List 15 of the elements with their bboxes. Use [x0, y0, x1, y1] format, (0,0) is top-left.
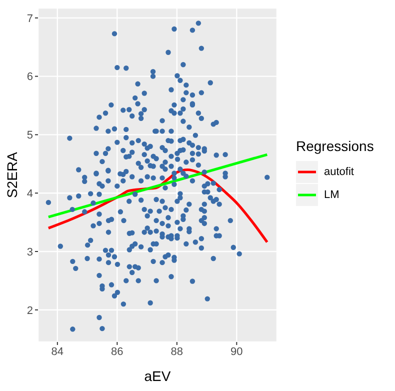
- x-tick-label: 86: [111, 346, 124, 358]
- y-tick-label: 7: [26, 12, 33, 25]
- y-tick-label: 3: [26, 246, 33, 258]
- legend-title: Regressions: [296, 138, 374, 154]
- legend-label: LM: [324, 188, 340, 200]
- y-tick-label: 6: [26, 71, 33, 84]
- y-axis-title: S2ERA: [4, 151, 20, 198]
- x-tick-label: 84: [51, 346, 64, 358]
- x-tick-label: 88: [170, 346, 184, 358]
- x-axis-title: aEV: [144, 368, 172, 384]
- x-tick-label: 90: [230, 346, 243, 358]
- y-tick-label: 5: [26, 130, 33, 142]
- legend-label: autofit: [324, 166, 354, 178]
- y-tick-label: 4: [26, 188, 33, 200]
- y-tick-label: 2: [26, 304, 33, 317]
